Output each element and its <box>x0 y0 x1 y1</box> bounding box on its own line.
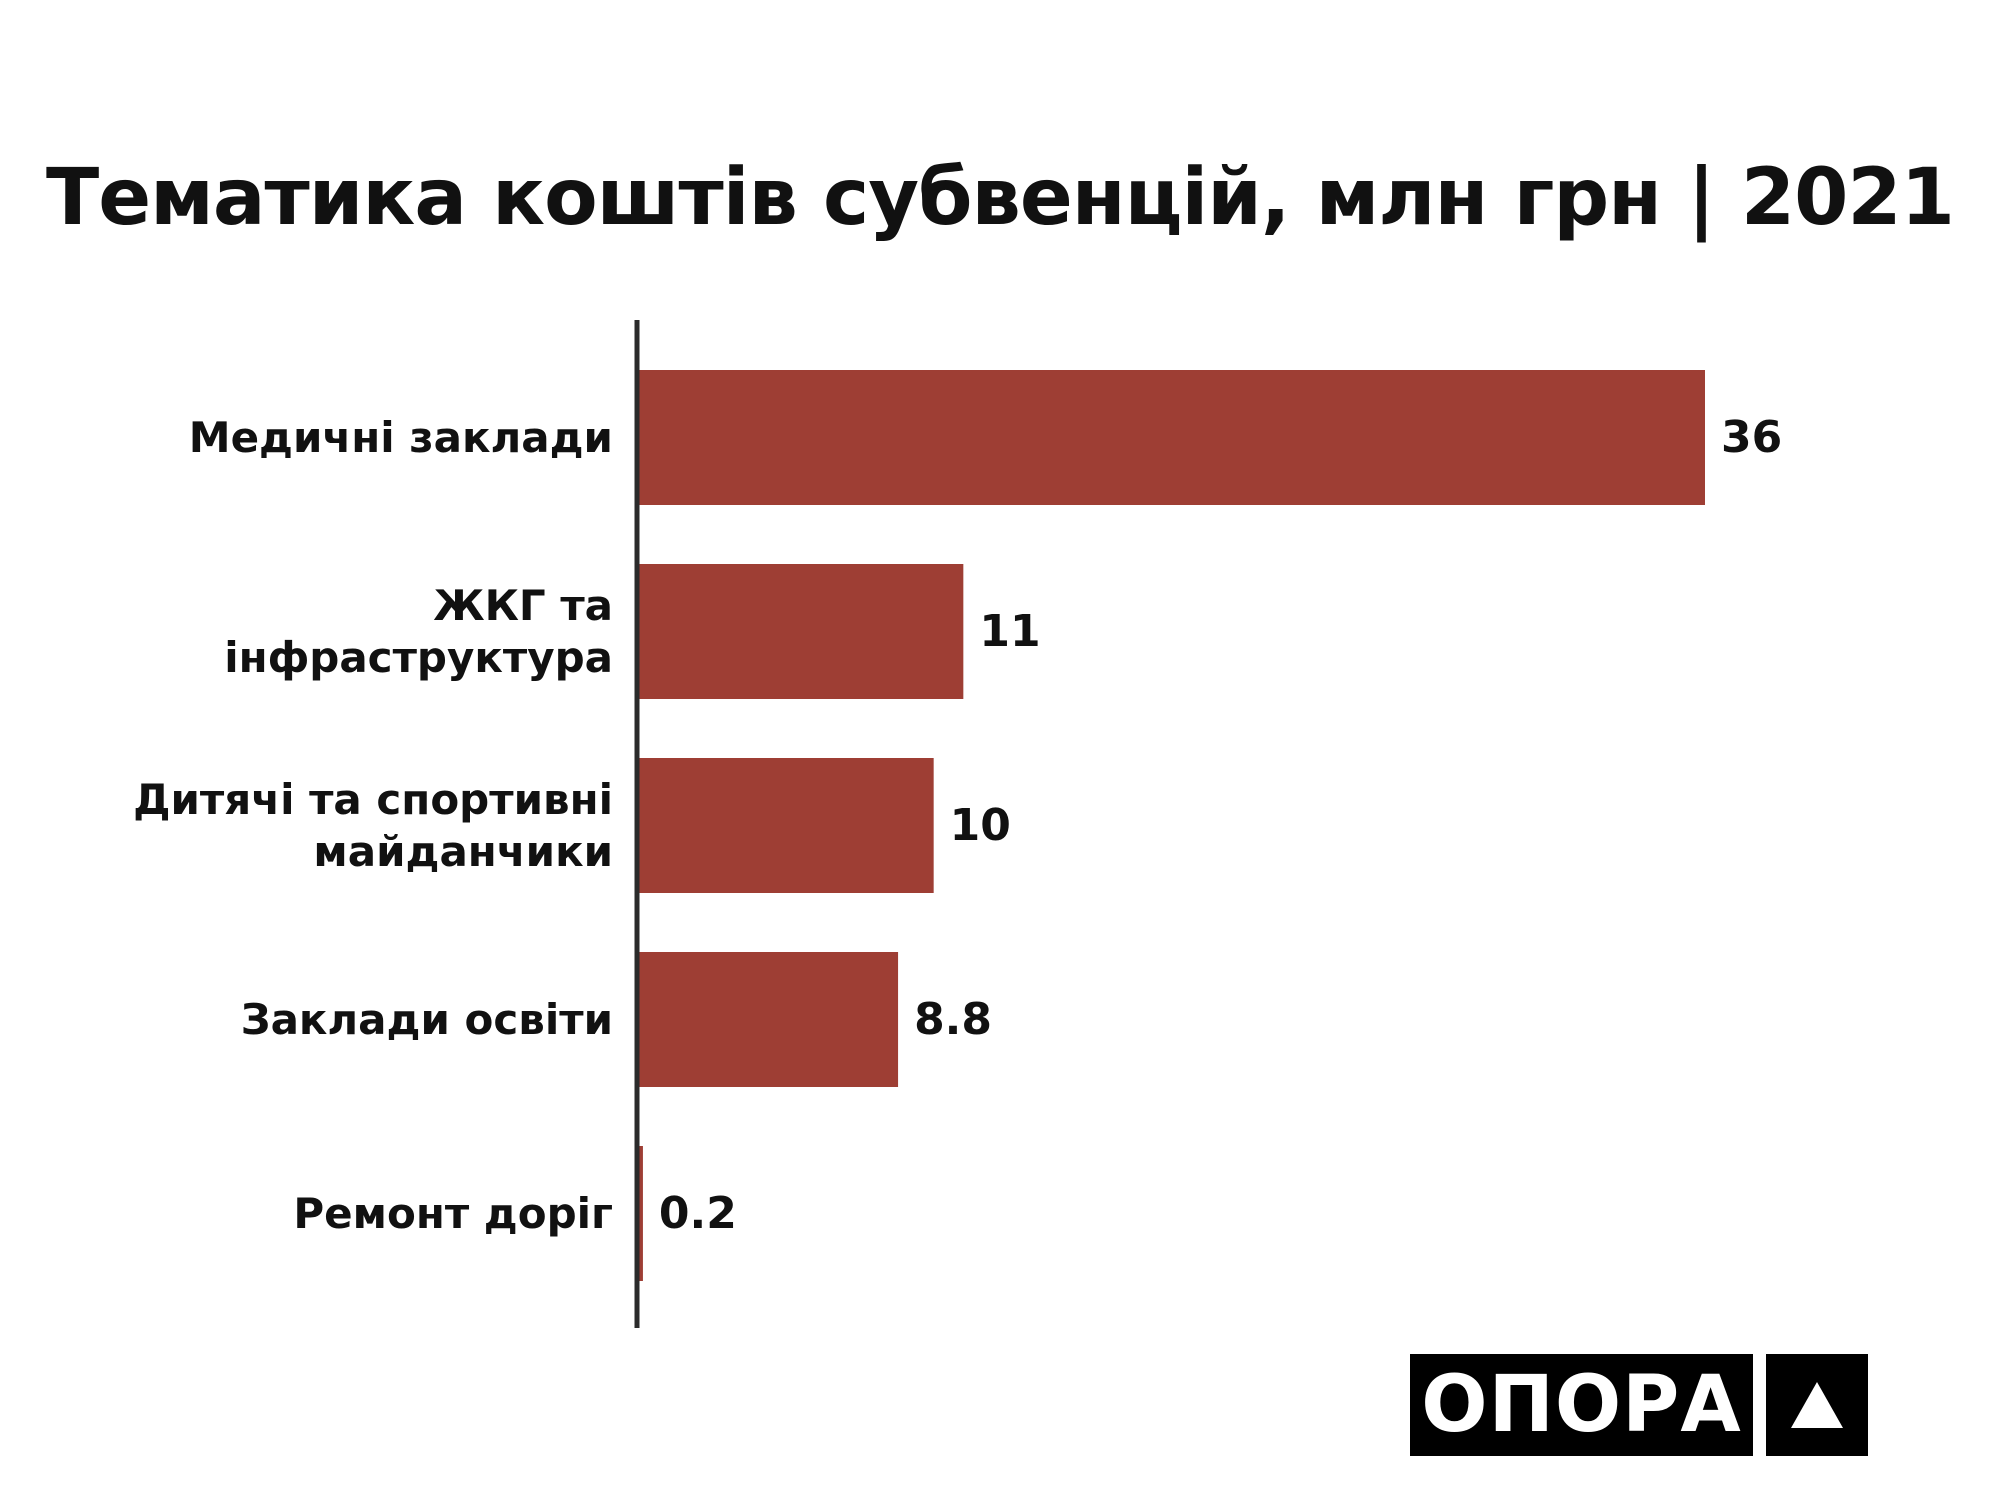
value-label-4: 8.8 <box>914 994 992 1045</box>
category-label-line: Ремонт доріг <box>293 1189 613 1238</box>
category-label-line: Медичні заклади <box>189 413 613 462</box>
value-label-5: 0.2 <box>659 1188 737 1239</box>
bar-4 <box>637 952 899 1087</box>
category-label-1: Медичні заклади <box>189 413 613 462</box>
category-label-5: Ремонт доріг <box>293 1189 613 1238</box>
logo-text: ОПОРА <box>1421 1360 1742 1450</box>
triangle-icon <box>1791 1382 1843 1428</box>
category-label-line: Заклади освіти <box>241 995 613 1044</box>
chart-title: Тематика коштів субвенцій, млн грн | 202… <box>46 153 1955 243</box>
category-label-2: ЖКГ та інфраструктура <box>224 581 613 682</box>
logo-triangle-icon <box>1766 1354 1868 1456</box>
value-label-2: 11 <box>979 606 1040 657</box>
category-label-line: майданчики <box>313 827 613 876</box>
bar-3 <box>637 758 934 893</box>
opora-logo: ОПОРА <box>1410 1354 1753 1456</box>
category-label-line: Дитячі та спортивні <box>133 775 613 824</box>
category-label-4: Заклади освіти <box>241 995 613 1044</box>
bar-2 <box>637 564 964 699</box>
bar-1 <box>637 370 1705 505</box>
bar-5 <box>637 1146 643 1281</box>
value-label-1: 36 <box>1721 412 1782 463</box>
category-label-3: Дитячі та спортивні майданчики <box>133 775 613 876</box>
category-label-line: ЖКГ та <box>433 581 613 630</box>
category-label-line: інфраструктура <box>224 633 613 682</box>
value-label-3: 10 <box>950 800 1011 851</box>
